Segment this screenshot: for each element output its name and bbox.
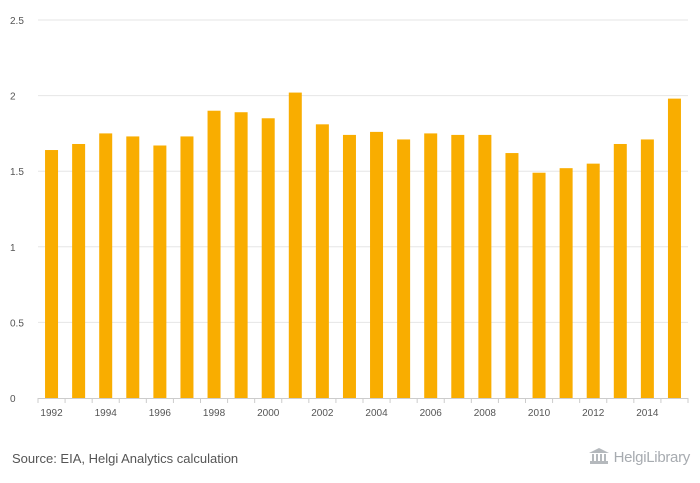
y-tick-label: 1.5 xyxy=(10,167,24,178)
x-tick-label: 1998 xyxy=(203,408,226,419)
x-tick-label: 2014 xyxy=(636,408,659,419)
library-building-icon xyxy=(588,448,609,464)
y-tick-label: 0 xyxy=(10,394,16,405)
y-tick-label: 2.5 xyxy=(10,16,24,27)
bar-1995[interactable] xyxy=(126,136,140,398)
bar-2006[interactable] xyxy=(424,133,438,398)
bar-chart: 0 0.5 1 1.5 2 2.5 1992 1994 1996 1998 2000 2002 2004… xyxy=(10,16,689,419)
x-tick-label: 2012 xyxy=(582,408,605,419)
bar-2000[interactable] xyxy=(261,118,275,398)
gridlines xyxy=(38,19,688,323)
footer: Source: EIA, Helgi Analytics calculation… xyxy=(0,440,700,483)
bar-2007[interactable] xyxy=(451,134,465,399)
bar-1992[interactable] xyxy=(45,150,59,398)
x-tick-label: 2000 xyxy=(257,408,280,419)
bar-2015[interactable] xyxy=(667,98,681,399)
bar-1996[interactable] xyxy=(153,145,167,398)
bar-2003[interactable] xyxy=(342,134,356,399)
x-tick-label: 2006 xyxy=(420,408,443,419)
x-tick-label: 2002 xyxy=(311,408,334,419)
bar-2013[interactable] xyxy=(613,143,627,398)
bar-1994[interactable] xyxy=(99,133,113,398)
bar-2008[interactable] xyxy=(478,134,492,399)
x-tick-label: 2008 xyxy=(474,408,497,419)
bar-2010[interactable] xyxy=(532,172,546,398)
bar-2005[interactable] xyxy=(397,139,411,398)
y-tick-label: 0.5 xyxy=(10,318,24,329)
x-tick-label: 2004 xyxy=(365,408,388,419)
x-tick-label: 1994 xyxy=(95,408,118,419)
y-tick-label: 1 xyxy=(10,243,16,254)
bar-1999[interactable] xyxy=(234,112,248,399)
helgi-library-logo[interactable]: HelgiLibrary xyxy=(588,448,690,466)
bar-1993[interactable] xyxy=(72,143,86,398)
bar-2014[interactable] xyxy=(640,139,654,398)
bar-2011[interactable] xyxy=(559,168,573,398)
y-tick-label: 2 xyxy=(10,92,16,103)
source-note: Source: EIA, Helgi Analytics calculation xyxy=(12,451,239,466)
bar-2012[interactable] xyxy=(586,163,600,398)
bars xyxy=(45,92,681,399)
x-tick-label: 1992 xyxy=(40,408,63,419)
x-tick-label: 2010 xyxy=(528,408,551,419)
bar-2009[interactable] xyxy=(505,153,519,398)
bar-2004[interactable] xyxy=(370,131,384,398)
axes: 0 0.5 1 1.5 2 2.5 1992 1994 1996 1998 2000 2002 2004… xyxy=(10,16,689,419)
bar-1997[interactable] xyxy=(180,136,194,398)
logo-text: HelgiLibrary xyxy=(613,448,691,466)
bar-2002[interactable] xyxy=(315,124,329,398)
bar-1998[interactable] xyxy=(207,110,221,398)
x-tick-label: 1996 xyxy=(149,408,172,419)
bar-2001[interactable] xyxy=(288,92,302,399)
